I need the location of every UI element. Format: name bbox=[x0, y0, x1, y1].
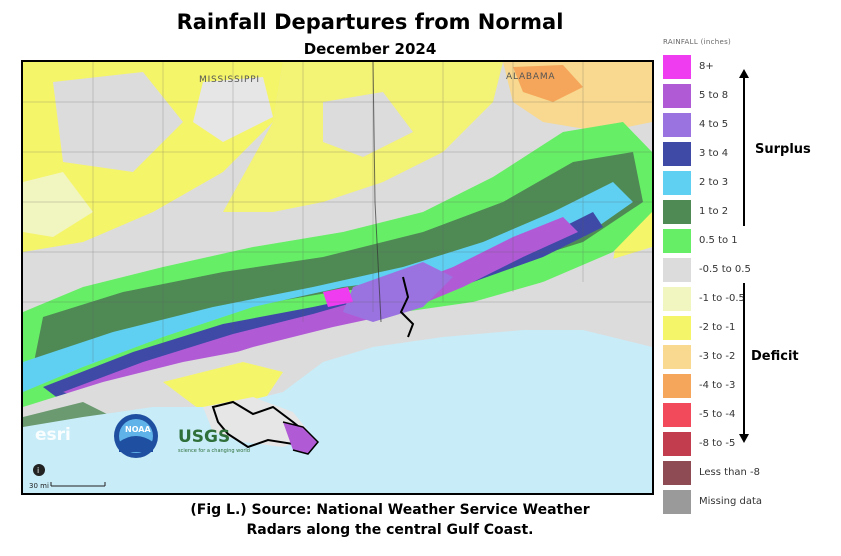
legend-item: Missing data bbox=[663, 490, 841, 516]
legend-swatch bbox=[663, 345, 691, 369]
surplus-label: Surplus bbox=[755, 142, 811, 157]
caption-line-1: (Fig L.) Source: National Weather Servic… bbox=[190, 502, 590, 518]
legend-swatch bbox=[663, 55, 691, 79]
state-label-alabama: ALABAMA bbox=[506, 72, 555, 82]
legend-label: -3 to -2 bbox=[699, 351, 736, 362]
legend-item: 4 to 5 bbox=[663, 113, 841, 139]
deficit-label: Deficit bbox=[751, 349, 799, 364]
legend-swatch bbox=[663, 200, 691, 224]
legend-label: 3 to 4 bbox=[699, 148, 729, 159]
legend-swatch bbox=[663, 84, 691, 108]
map-canvas: MISSISSIPPI ALABAMA esri NOAA USGS scien… bbox=[23, 62, 652, 493]
svg-text:science for a changing world: science for a changing world bbox=[178, 448, 250, 454]
legend-item: -1 to -0.5 bbox=[663, 287, 841, 313]
legend-item: 1 to 2 bbox=[663, 200, 841, 226]
surplus-arrow bbox=[739, 69, 749, 226]
legend-label: 0.5 to 1 bbox=[699, 235, 738, 246]
legend-swatch bbox=[663, 171, 691, 195]
info-icon[interactable]: i bbox=[33, 464, 45, 476]
legend-label: -1 to -0.5 bbox=[699, 293, 745, 304]
legend-swatch bbox=[663, 432, 691, 456]
legend-label: 2 to 3 bbox=[699, 177, 729, 188]
legend-swatch bbox=[663, 316, 691, 340]
legend-label: Missing data bbox=[699, 496, 762, 507]
chart-subtitle: December 2024 bbox=[303, 40, 437, 58]
figure-caption: (Fig L.) Source: National Weather Servic… bbox=[190, 500, 590, 540]
noaa-logo: NOAA bbox=[114, 414, 158, 458]
legend-swatch bbox=[663, 490, 691, 514]
legend-item: 3 to 4 bbox=[663, 142, 841, 168]
legend-swatch bbox=[663, 287, 691, 311]
legend-label: -2 to -1 bbox=[699, 322, 736, 333]
scale-bar: 30 mi bbox=[29, 482, 106, 490]
svg-text:i: i bbox=[37, 466, 39, 475]
legend-label: -0.5 to 0.5 bbox=[699, 264, 751, 275]
legend-label: 4 to 5 bbox=[699, 119, 729, 130]
legend-label: Less than -8 bbox=[699, 467, 761, 478]
legend-heading: RAINFALL (inches) bbox=[663, 38, 732, 46]
legend-label: -4 to -3 bbox=[699, 380, 736, 391]
legend-item: 0.5 to 1 bbox=[663, 229, 841, 255]
legend-item: 8+ bbox=[663, 55, 841, 81]
legend-label: -8 to -5 bbox=[699, 438, 736, 449]
deficit-arrow bbox=[739, 283, 749, 443]
legend-swatch bbox=[663, 374, 691, 398]
legend-label: 5 to 8 bbox=[699, 90, 729, 101]
rainfall-map[interactable]: MISSISSIPPI ALABAMA esri NOAA USGS scien… bbox=[21, 60, 654, 495]
legend-item: -5 to -4 bbox=[663, 403, 841, 429]
legend-item: -0.5 to 0.5 bbox=[663, 258, 841, 284]
legend-label: 8+ bbox=[699, 61, 714, 72]
svg-text:30 mi: 30 mi bbox=[29, 482, 49, 490]
legend-item: -2 to -1 bbox=[663, 316, 841, 342]
legend-item: Less than -8 bbox=[663, 461, 841, 487]
legend-swatch bbox=[663, 113, 691, 137]
legend-swatch bbox=[663, 142, 691, 166]
esri-logo: esri bbox=[35, 425, 71, 445]
usgs-logo: USGS science for a changing world bbox=[178, 427, 250, 454]
legend-item: -8 to -5 bbox=[663, 432, 841, 458]
state-label-mississippi: MISSISSIPPI bbox=[199, 75, 260, 85]
legend-swatch bbox=[663, 258, 691, 282]
legend-item: 2 to 3 bbox=[663, 171, 841, 197]
legend-label: -5 to -4 bbox=[699, 409, 736, 420]
caption-line-2: Radars along the central Gulf Coast. bbox=[246, 522, 534, 538]
legend-item: -4 to -3 bbox=[663, 374, 841, 400]
legend-swatch bbox=[663, 461, 691, 485]
svg-text:USGS: USGS bbox=[178, 427, 230, 447]
chart-title: Rainfall Departures from Normal bbox=[176, 10, 564, 34]
legend-swatch bbox=[663, 229, 691, 253]
svg-text:NOAA: NOAA bbox=[125, 425, 151, 434]
legend-item: 5 to 8 bbox=[663, 84, 841, 110]
legend-label: 1 to 2 bbox=[699, 206, 729, 217]
legend-item: -3 to -2 bbox=[663, 345, 841, 371]
svg-text:esri: esri bbox=[35, 425, 71, 445]
legend-swatch bbox=[663, 403, 691, 427]
